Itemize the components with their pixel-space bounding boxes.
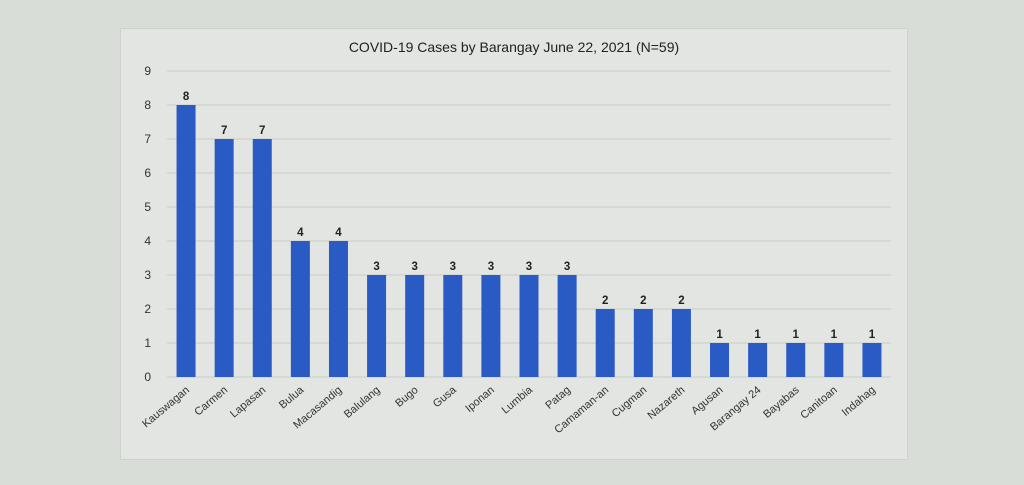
bar: [748, 343, 768, 377]
x-tick-label: Cugman: [610, 384, 650, 420]
y-tick-label: 3: [144, 268, 151, 282]
x-tick-label: Agusan: [689, 384, 725, 417]
x-tick-label: Kauswagan: [140, 384, 192, 430]
grid-layer: [167, 70, 891, 378]
bar: [633, 309, 653, 377]
x-tick-label: Canitoan: [798, 384, 839, 422]
data-label: 2: [602, 295, 608, 307]
data-label: 4: [335, 227, 342, 239]
y-tick-label: 0: [144, 370, 151, 384]
data-label: 3: [526, 261, 532, 273]
x-tick-label: Lapasan: [228, 384, 268, 420]
data-label: 2: [640, 295, 646, 307]
x-tick-label: Bayabas: [761, 384, 802, 421]
bar: [481, 275, 501, 377]
y-tick-label: 5: [144, 200, 151, 214]
bar: [176, 105, 196, 377]
data-label: 3: [564, 261, 570, 273]
data-label: 3: [373, 261, 379, 273]
x-tick-label: Balulang: [342, 384, 383, 421]
data-label: 7: [259, 125, 265, 137]
y-tick-label: 4: [144, 234, 151, 248]
x-tick-label: Carmen: [192, 384, 230, 418]
data-label: 3: [450, 261, 456, 273]
data-label: 8: [183, 91, 190, 103]
data-label: 7: [221, 125, 227, 137]
y-axis-ticks: 0 1 2 3 4 5 6 7 8 9: [144, 64, 151, 384]
x-tick-label: Gusa: [431, 384, 460, 411]
bar: [290, 241, 310, 377]
y-tick-label: 6: [144, 166, 151, 180]
x-tick-label: Nazareth: [645, 384, 687, 422]
data-label: 4: [297, 227, 304, 239]
chart-title: COVID-19 Cases by Barangay June 22, 2021…: [349, 39, 679, 55]
y-tick-label: 2: [144, 302, 151, 316]
bar: [519, 275, 539, 377]
bars: [176, 105, 882, 377]
bar: [595, 309, 615, 377]
data-label: 1: [716, 329, 723, 341]
bar: [557, 275, 577, 377]
y-tick-label: 7: [144, 132, 151, 146]
bar: [710, 343, 730, 377]
bar: [862, 343, 882, 377]
bar: [824, 343, 844, 377]
data-label: 1: [869, 329, 876, 341]
x-tick-label: Patag: [543, 384, 573, 412]
x-tick-label: Bugo: [393, 384, 420, 410]
data-label: 3: [488, 261, 494, 273]
y-tick-label: 8: [144, 98, 151, 112]
chart-panel: COVID-19 Cases by Barangay June 22, 2021…: [120, 28, 908, 460]
y-tick-label: 9: [144, 64, 151, 78]
bar: [214, 139, 234, 377]
x-tick-label: Indahag: [840, 384, 878, 419]
x-tick-label: Lumbia: [500, 384, 536, 417]
data-label: 1: [754, 329, 761, 341]
bar-chart: COVID-19 Cases by Barangay June 22, 2021…: [140, 39, 891, 437]
x-tick-label: Iponan: [463, 384, 496, 415]
bar: [443, 275, 463, 377]
bar: [786, 343, 806, 377]
bar: [405, 275, 425, 377]
bar: [252, 139, 272, 377]
bar: [367, 275, 387, 377]
data-labels: 8 7 7 4 4 3 3 3 3 3 3 2 2 2 1 1 1 1 1: [183, 91, 876, 341]
bar: [328, 241, 348, 377]
data-label: 2: [678, 295, 684, 307]
data-label: 1: [831, 329, 838, 341]
data-label: 1: [793, 329, 800, 341]
data-label: 3: [411, 261, 417, 273]
x-tick-label: Bulua: [277, 384, 307, 412]
bar: [671, 309, 691, 377]
y-tick-label: 1: [144, 336, 151, 350]
